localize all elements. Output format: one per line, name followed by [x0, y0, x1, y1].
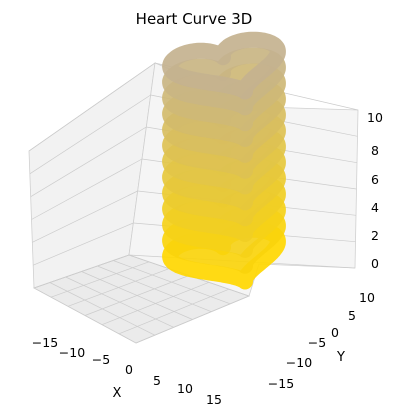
- y-tick-label: −10: [286, 355, 312, 370]
- x-tick-label: −5: [92, 352, 110, 367]
- chart-title: Heart Curve 3D: [136, 10, 253, 28]
- wall-grid-line: [29, 94, 151, 175]
- wall-grid-line: [32, 190, 138, 243]
- x-axis-label: X: [113, 386, 122, 401]
- x-tick-label: 5: [153, 373, 161, 388]
- x-tick-label: 15: [206, 392, 222, 407]
- wall-grid-line: [28, 62, 156, 152]
- floor-grid-line: [118, 288, 230, 335]
- x-tick-label: 10: [177, 381, 193, 396]
- y-tick-label: 10: [359, 290, 375, 305]
- z-tick-label: 6: [371, 172, 379, 187]
- x-tick-label: −15: [32, 335, 58, 350]
- wall-grid-line: [30, 126, 147, 197]
- x-tick-label: −10: [59, 345, 85, 360]
- y-tick-label: −15: [268, 376, 294, 391]
- x-tick-label: 0: [125, 362, 133, 377]
- y-tick-label: 5: [348, 308, 356, 323]
- wall-grid-line: [31, 158, 143, 220]
- z-tick-label: 4: [371, 200, 379, 215]
- heart-curve-series: [162, 31, 286, 290]
- y-axis-label: Y: [336, 350, 345, 365]
- z-tick-label: 8: [371, 143, 379, 158]
- z-tick-label: 2: [371, 228, 379, 243]
- y-tick-label: −5: [308, 335, 326, 350]
- heart-layer-line: [162, 31, 286, 100]
- floor-grid-line: [135, 295, 250, 344]
- z-tick-label: 10: [367, 110, 383, 125]
- y-tick-label: 0: [331, 325, 339, 340]
- z-tick-label: 0: [371, 256, 379, 271]
- wall-grid-line: [33, 222, 134, 266]
